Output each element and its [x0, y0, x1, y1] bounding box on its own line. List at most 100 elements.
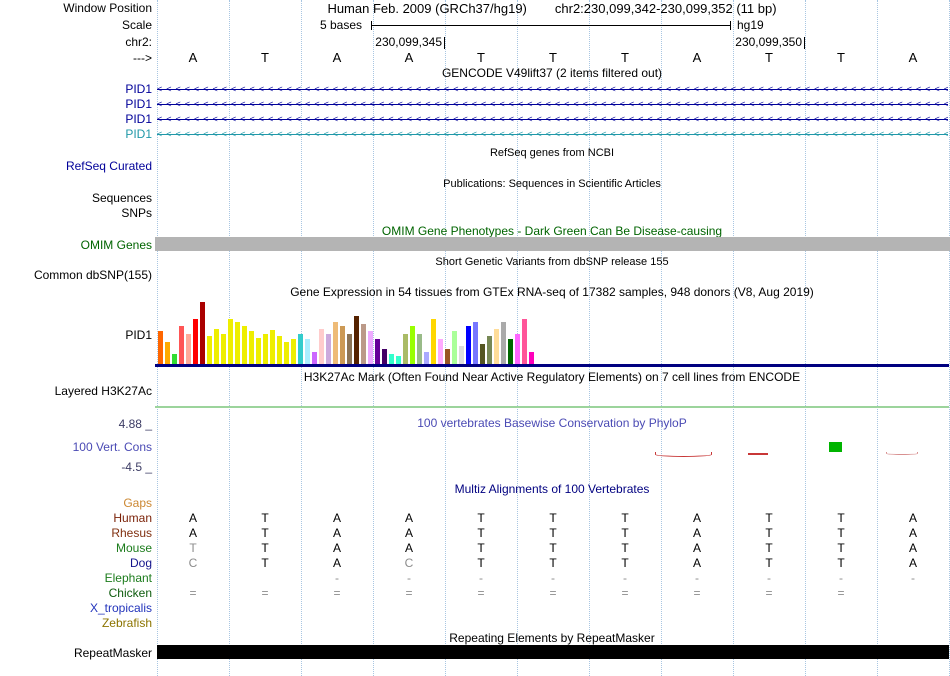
multiz-aligned-base: -: [335, 571, 339, 585]
multiz-species-label[interactable]: Dog: [129, 556, 152, 570]
gtex-tissue-bar[interactable]: [249, 331, 254, 364]
gtex-tissue-bar[interactable]: [501, 322, 506, 364]
repeatmasker-label[interactable]: RepeatMasker: [73, 646, 152, 660]
gencode-transcript[interactable]: <<<<<<<<<<<<<<<<<<<<<<<<<<<<<<<<<<<<<<<<…: [157, 127, 948, 141]
gtex-tissue-bar[interactable]: [473, 322, 478, 364]
gtex-tissue-bar[interactable]: [228, 319, 233, 364]
gencode-item-label[interactable]: PID1: [125, 127, 152, 141]
gtex-tissue-bar[interactable]: [480, 344, 485, 364]
gtex-tissue-bar[interactable]: [522, 319, 527, 364]
gtex-tissue-bar[interactable]: [277, 336, 282, 364]
gtex-gene-label[interactable]: PID1: [125, 328, 152, 342]
gtex-tissue-bar[interactable]: [459, 346, 464, 364]
multiz-aligned-base: T: [765, 526, 773, 540]
gtex-tissue-bar[interactable]: [340, 326, 345, 364]
snps-label[interactable]: SNPs: [121, 206, 152, 220]
gtex-tissue-bar[interactable]: [403, 334, 408, 364]
gtex-tissue-bar[interactable]: [186, 334, 191, 364]
gtex-tissue-bar[interactable]: [445, 349, 450, 364]
gtex-tissue-bar[interactable]: [452, 331, 457, 364]
multiz-species-label[interactable]: X_tropicalis: [89, 601, 152, 615]
gtex-tissue-bar[interactable]: [375, 339, 380, 364]
gtex-tissue-bar[interactable]: [298, 334, 303, 364]
base-gridline: [661, 0, 662, 676]
gencode-item-label[interactable]: PID1: [125, 82, 152, 96]
gtex-tissue-bar[interactable]: [193, 319, 198, 364]
omim-genes-label[interactable]: OMIM Genes: [80, 238, 152, 252]
gtex-tissue-bar[interactable]: [333, 322, 338, 364]
multiz-aligned-base: T: [549, 541, 557, 555]
multiz-aligned-base: T: [837, 526, 845, 540]
multiz-aligned-base: T: [189, 541, 197, 555]
gencode-item-label[interactable]: PID1: [125, 112, 152, 126]
gencode-transcript[interactable]: <<<<<<<<<<<<<<<<<<<<<<<<<<<<<<<<<<<<<<<<…: [157, 97, 948, 111]
common-dbsnp-label[interactable]: Common dbSNP(155): [33, 268, 152, 282]
gtex-tissue-bar[interactable]: [396, 356, 401, 364]
gtex-tissue-bar[interactable]: [221, 334, 226, 364]
multiz-aligned-base: T: [621, 541, 629, 555]
gtex-tissue-bar[interactable]: [410, 326, 415, 364]
gtex-tissue-bar[interactable]: [417, 334, 422, 364]
gencode-transcript[interactable]: <<<<<<<<<<<<<<<<<<<<<<<<<<<<<<<<<<<<<<<<…: [157, 82, 948, 96]
gtex-tissue-bar[interactable]: [424, 352, 429, 364]
multiz-aligned-base: T: [477, 526, 485, 540]
gtex-tissue-bar[interactable]: [172, 354, 177, 364]
gtex-tissue-bar[interactable]: [207, 336, 212, 364]
multiz-species-label[interactable]: Rhesus: [111, 526, 152, 540]
multiz-species-label[interactable]: Human: [113, 511, 152, 525]
h3k27ac-signal-line[interactable]: [155, 406, 949, 408]
gtex-tissue-bar[interactable]: [165, 342, 170, 364]
gtex-tissue-bar[interactable]: [242, 326, 247, 364]
gtex-tissue-bar[interactable]: [214, 329, 219, 364]
gtex-tissue-bar[interactable]: [270, 330, 275, 364]
refseq-curated-label[interactable]: RefSeq Curated: [65, 159, 152, 173]
layered-h3k27ac-label[interactable]: Layered H3K27Ac: [54, 384, 152, 398]
multiz-species-label[interactable]: Chicken: [108, 586, 152, 600]
gtex-tissue-bar[interactable]: [291, 339, 296, 364]
gtex-tissue-bar[interactable]: [389, 354, 394, 364]
gtex-tissue-bar[interactable]: [508, 339, 513, 364]
gtex-tissue-bar[interactable]: [158, 331, 163, 364]
gtex-tissue-bar[interactable]: [494, 329, 499, 364]
gtex-tissue-bar[interactable]: [326, 334, 331, 364]
gtex-tissue-bar[interactable]: [256, 338, 261, 364]
strand-direction-label[interactable]: --->: [133, 51, 152, 65]
omim-gene-bar[interactable]: [155, 237, 950, 251]
gtex-tissue-bar[interactable]: [361, 324, 366, 364]
multiz-aligned-base: A: [404, 511, 413, 525]
multiz-aligned-base: =: [477, 586, 485, 600]
multiz-species-label[interactable]: Gaps: [123, 496, 152, 510]
gtex-tissue-bar[interactable]: [529, 352, 534, 364]
sequences-label[interactable]: Sequences: [91, 191, 152, 205]
gtex-gene-model-line[interactable]: [155, 364, 949, 367]
gencode-item-label[interactable]: PID1: [125, 97, 152, 111]
gtex-tissue-bar[interactable]: [200, 302, 205, 364]
gtex-tissue-bar[interactable]: [438, 339, 443, 364]
gtex-tissue-bar[interactable]: [368, 331, 373, 364]
repeatmasker-element-bar[interactable]: [157, 645, 949, 659]
dbsnp-track-title: Short Genetic Variants from dbSNP releas…: [435, 256, 669, 268]
gtex-tissue-bar[interactable]: [235, 322, 240, 364]
conservation-max-label: 4.88 _: [118, 417, 152, 431]
multiz-aligned-base: C: [404, 556, 414, 570]
multiz-species-label[interactable]: Elephant: [104, 571, 152, 585]
gtex-tissue-bar[interactable]: [354, 316, 359, 364]
gtex-tissue-bar[interactable]: [347, 334, 352, 364]
gtex-tissue-bar[interactable]: [382, 349, 387, 364]
gtex-tissue-bar[interactable]: [319, 329, 324, 364]
gtex-tissue-bar[interactable]: [305, 339, 310, 364]
conservation-label[interactable]: 100 Vert. Cons: [72, 440, 152, 454]
gtex-tissue-bar[interactable]: [179, 326, 184, 364]
gtex-tissue-bar[interactable]: [312, 352, 317, 364]
gtex-tissue-bar[interactable]: [263, 334, 268, 364]
gtex-tissue-bar[interactable]: [515, 334, 520, 364]
multiz-species-label[interactable]: Mouse: [115, 541, 152, 555]
window-position-label: Window Position: [63, 1, 152, 15]
gtex-tissue-bar[interactable]: [284, 342, 289, 364]
repeatmasker-track-title: Repeating Elements by RepeatMasker: [449, 631, 655, 645]
gencode-transcript[interactable]: <<<<<<<<<<<<<<<<<<<<<<<<<<<<<<<<<<<<<<<<…: [157, 112, 948, 126]
multiz-species-label[interactable]: Zebrafish: [101, 616, 152, 630]
gtex-tissue-bar[interactable]: [431, 319, 436, 364]
gtex-tissue-bar[interactable]: [487, 336, 492, 364]
gtex-tissue-bar[interactable]: [466, 326, 471, 364]
